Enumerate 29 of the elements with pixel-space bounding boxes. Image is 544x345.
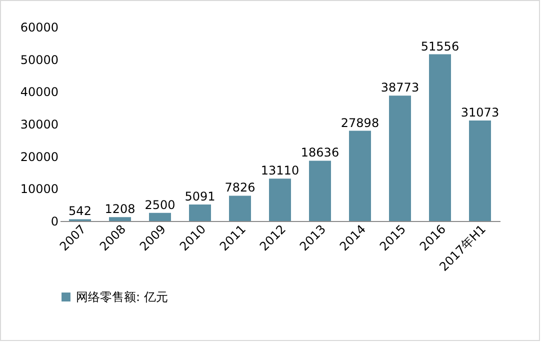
y-tick-label: 0 bbox=[50, 214, 58, 228]
data-label: 5091 bbox=[184, 190, 216, 204]
y-tick-label: 60000 bbox=[20, 20, 58, 34]
bar bbox=[309, 160, 331, 221]
bar bbox=[109, 217, 131, 221]
data-label: 51556 bbox=[420, 39, 460, 54]
data-label: 1208 bbox=[104, 202, 136, 216]
y-tick-label: 10000 bbox=[20, 182, 58, 196]
y-tick-label: 30000 bbox=[20, 118, 58, 132]
data-label: 13110 bbox=[260, 164, 300, 178]
data-label: 542 bbox=[68, 204, 92, 218]
bar bbox=[429, 54, 451, 221]
data-label: 38773 bbox=[380, 80, 420, 95]
y-tick-label: 50000 bbox=[20, 52, 58, 67]
bar bbox=[349, 130, 371, 221]
data-label: 18636 bbox=[300, 146, 340, 160]
bar bbox=[229, 196, 251, 221]
legend-label: 网络零售额: 亿元 bbox=[76, 290, 168, 304]
data-label: 7826 bbox=[224, 180, 256, 195]
y-tick-label: 20000 bbox=[20, 150, 58, 164]
data-label: 2500 bbox=[144, 198, 176, 212]
data-label: 31073 bbox=[460, 106, 500, 120]
bar bbox=[189, 204, 211, 221]
data-label: 27898 bbox=[340, 116, 380, 130]
bar bbox=[269, 178, 291, 221]
bar bbox=[389, 96, 411, 221]
bar bbox=[149, 212, 171, 221]
y-tick-label: 40000 bbox=[20, 85, 58, 100]
bar bbox=[469, 120, 491, 221]
